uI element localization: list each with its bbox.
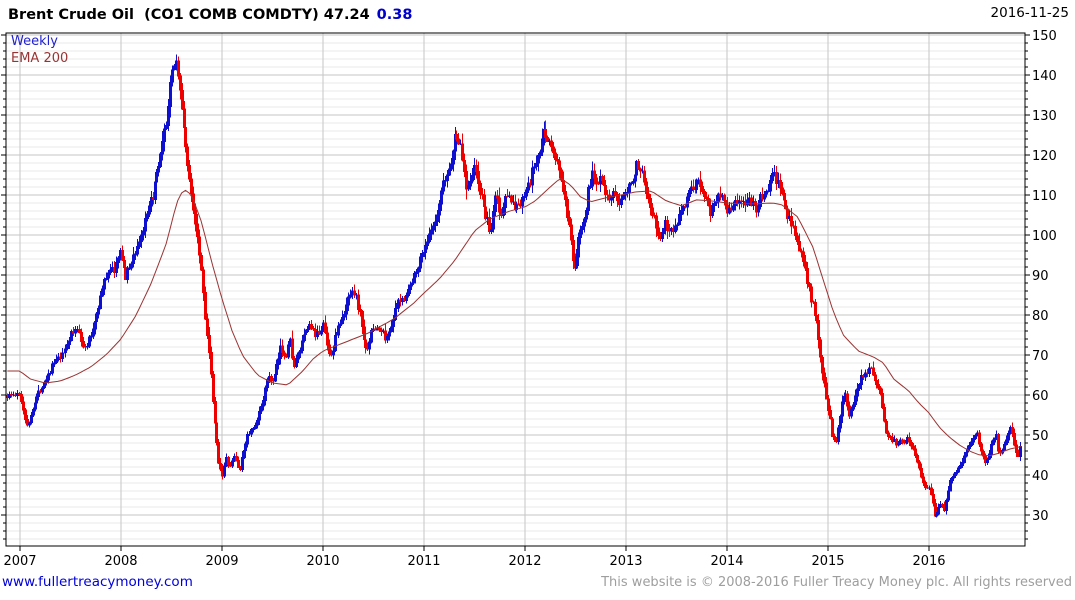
x-tick-label: 2009 xyxy=(205,554,238,569)
x-tick-label: 2008 xyxy=(104,554,137,569)
y-tick-label: 100 xyxy=(1032,229,1057,244)
ema-line xyxy=(7,178,1022,457)
y-tick-label: 140 xyxy=(1032,69,1057,84)
x-tick-label: 2010 xyxy=(306,554,339,569)
y-tick-label: 120 xyxy=(1032,149,1057,164)
y-tick-label: 110 xyxy=(1032,189,1057,204)
y-tick-label: 130 xyxy=(1032,109,1057,124)
y-tick-label: 150 xyxy=(1032,29,1057,44)
website-link[interactable]: www.fullertreacymoney.com xyxy=(2,574,193,590)
y-tick-label: 70 xyxy=(1032,349,1049,364)
x-tick-label: 2012 xyxy=(508,554,541,569)
x-axis: 2007 2008 2009 2010 2011 2012 2013 2014 2015 2016 xyxy=(3,546,946,569)
y-tick-label: 80 xyxy=(1032,309,1049,324)
gridlines-major xyxy=(6,33,1025,546)
y-tick-label: 50 xyxy=(1032,429,1049,444)
price-bars xyxy=(6,54,1022,518)
title-bar: Brent Crude Oil (CO1 COMB COMDTY) 47.24 0… xyxy=(8,4,1071,28)
x-tick-label: 2007 xyxy=(3,554,36,569)
plot-border xyxy=(5,32,1026,547)
y-tick-label: 90 xyxy=(1032,269,1049,284)
change-value: 0.38 xyxy=(376,7,413,23)
x-tick-label: 2011 xyxy=(407,554,440,569)
legend-timeframe: Weekly xyxy=(11,34,58,49)
y-tick-label: 30 xyxy=(1032,509,1049,524)
legend-ema-200: EMA 200 xyxy=(11,51,69,66)
x-tick-label: 2015 xyxy=(811,554,844,569)
y-tick-label: 40 xyxy=(1032,469,1049,484)
y-tick-label: 60 xyxy=(1032,389,1049,404)
x-tick-label: 2016 xyxy=(912,554,945,569)
copyright-text: This website is © 2008-2016 Fuller Treac… xyxy=(601,575,1072,590)
x-tick-label: 2014 xyxy=(710,554,743,569)
date-label: 2016-11-25 xyxy=(990,5,1069,21)
gridlines-minor xyxy=(6,42,1025,540)
y-axis: 30 40 50 60 70 80 90 100 110 120 130 140 150 xyxy=(1,29,1057,540)
page-title: Brent Crude Oil (CO1 COMB COMDTY) 47.24 xyxy=(8,7,370,23)
x-tick-label: 2013 xyxy=(609,554,642,569)
